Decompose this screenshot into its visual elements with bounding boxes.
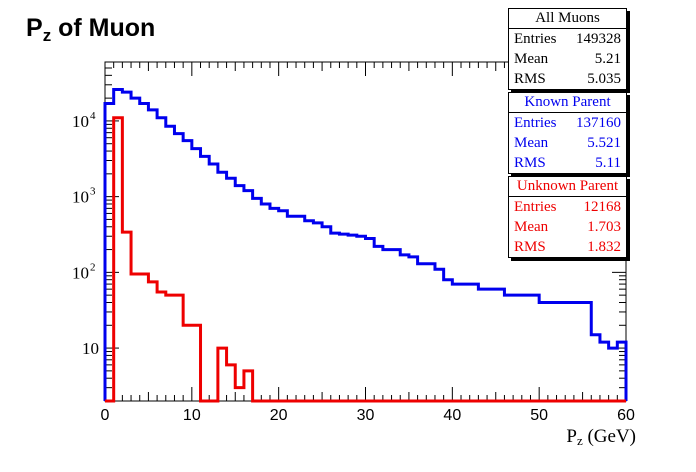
y-tick-label: 10 — [82, 339, 99, 358]
stats-row-mean: Mean 5.21 — [509, 49, 626, 69]
stats-value: 137160 — [576, 115, 621, 131]
x-tick-label: 10 — [183, 407, 201, 424]
stats-key: RMS — [514, 239, 546, 255]
title-rest: of Muon — [51, 14, 156, 42]
stats-row-entries: Entries 12168 — [509, 197, 626, 217]
xlabel-rest: (GeV) — [582, 426, 636, 447]
stats-value: 1.703 — [587, 219, 621, 235]
stats-value: 149328 — [576, 31, 621, 47]
x-tick-label: 20 — [270, 407, 288, 424]
stats-key: Entries — [514, 199, 557, 215]
stats-row-entries: Entries 149328 — [509, 29, 626, 49]
page-title: Pz of Muon — [26, 14, 155, 46]
stats-box-title: Unknown Parent — [509, 177, 626, 197]
stats-row-mean: Mean 5.521 — [509, 133, 626, 153]
x-tick-label: 30 — [357, 407, 375, 424]
y-tick-exponent: 2 — [90, 261, 96, 273]
stats-key: Mean — [514, 219, 549, 235]
y-tick-exponent: 4 — [90, 110, 96, 122]
stats-row-rms: RMS 5.11 — [509, 153, 626, 173]
stats-box-known-parent: Known Parent Entries 137160 Mean 5.521 RMS 5.1… — [508, 92, 627, 174]
x-tick-label: 50 — [530, 407, 548, 424]
stats-row-rms: RMS 1.832 — [509, 237, 626, 257]
stats-box-title: Known Parent — [509, 93, 626, 113]
stats-row-entries: Entries 137160 — [509, 113, 626, 133]
stats-value: 5.035 — [587, 71, 621, 87]
stats-value: 5.11 — [595, 155, 621, 171]
x-tick-label: 40 — [443, 407, 461, 424]
x-tick-label: 0 — [101, 407, 110, 424]
x-axis-label: Pz (GeV) — [566, 426, 636, 449]
stats-box-unknown-parent: Unknown Parent Entries 12168 Mean 1.703 RMS 1.… — [508, 176, 627, 258]
stats-box-title: All Muons — [509, 9, 626, 29]
stats-key: Entries — [514, 31, 557, 47]
stats-value: 12168 — [583, 199, 622, 215]
stats-key: Entries — [514, 115, 557, 131]
histogram-known-parent — [103, 87, 628, 401]
y-tick-label: 10 — [72, 263, 89, 282]
stats-key: Mean — [514, 135, 549, 151]
stats-row-rms: RMS 5.035 — [509, 69, 626, 89]
stats-box-all-muons: All Muons Entries 149328 Mean 5.21 RMS 5.035 — [508, 8, 627, 90]
y-tick-exponent: 3 — [90, 186, 96, 198]
stats-value: 5.521 — [587, 135, 621, 151]
y-tick-label: 10 — [72, 188, 89, 207]
xlabel-sub: z — [576, 433, 583, 448]
stats-key: RMS — [514, 71, 546, 87]
stats-value: 1.832 — [587, 239, 621, 255]
stats-row-mean: Mean 1.703 — [509, 217, 626, 237]
stats-key: RMS — [514, 155, 546, 171]
x-tick-label: 60 — [617, 407, 635, 424]
xlabel-main: P — [566, 426, 577, 447]
title-main: P — [26, 14, 43, 42]
stats-value: 5.21 — [594, 51, 621, 67]
y-tick-label: 10 — [72, 112, 89, 131]
title-sub: z — [42, 26, 52, 45]
histogram-unknown-parent — [105, 116, 626, 403]
stats-key: Mean — [514, 51, 549, 67]
